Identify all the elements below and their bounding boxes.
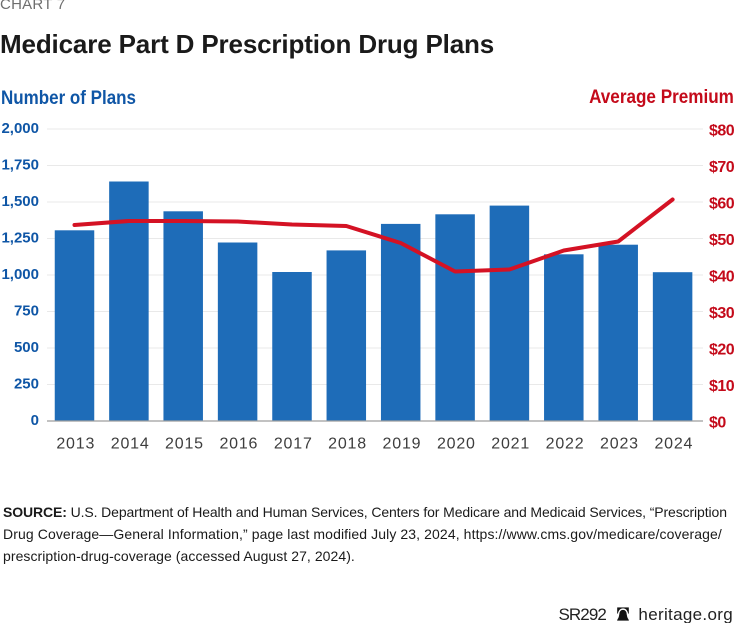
svg-text:1,250: 1,250 bbox=[1, 230, 39, 247]
svg-text:2017: 2017 bbox=[274, 436, 313, 453]
svg-text:250: 250 bbox=[14, 376, 39, 393]
svg-text:750: 750 bbox=[14, 303, 39, 320]
svg-text:2023: 2023 bbox=[600, 436, 639, 453]
svg-text:1,500: 1,500 bbox=[1, 193, 39, 210]
svg-text:1,000: 1,000 bbox=[1, 266, 39, 283]
svg-text:2019: 2019 bbox=[383, 436, 422, 453]
svg-text:1,750: 1,750 bbox=[1, 157, 39, 174]
svg-text:$0: $0 bbox=[709, 415, 726, 432]
svg-text:500: 500 bbox=[14, 339, 39, 356]
svg-text:2020: 2020 bbox=[437, 436, 476, 453]
svg-text:$50: $50 bbox=[709, 232, 734, 249]
svg-text:$40: $40 bbox=[709, 269, 734, 286]
svg-text:2018: 2018 bbox=[328, 436, 367, 453]
svg-text:2014: 2014 bbox=[111, 436, 150, 453]
svg-text:2013: 2013 bbox=[56, 436, 95, 453]
svg-text:$10: $10 bbox=[709, 378, 734, 395]
svg-text:2022: 2022 bbox=[546, 436, 585, 453]
svg-text:2016: 2016 bbox=[219, 436, 258, 453]
svg-text:$80: $80 bbox=[709, 123, 734, 140]
svg-text:2021: 2021 bbox=[491, 436, 530, 453]
svg-text:$70: $70 bbox=[709, 159, 734, 176]
svg-text:2,000: 2,000 bbox=[1, 120, 39, 137]
svg-text:2024: 2024 bbox=[654, 436, 693, 453]
svg-text:0: 0 bbox=[31, 412, 39, 429]
svg-text:$60: $60 bbox=[709, 196, 734, 213]
svg-text:2015: 2015 bbox=[165, 436, 204, 453]
svg-text:$30: $30 bbox=[709, 305, 734, 322]
svg-text:$20: $20 bbox=[709, 342, 734, 359]
